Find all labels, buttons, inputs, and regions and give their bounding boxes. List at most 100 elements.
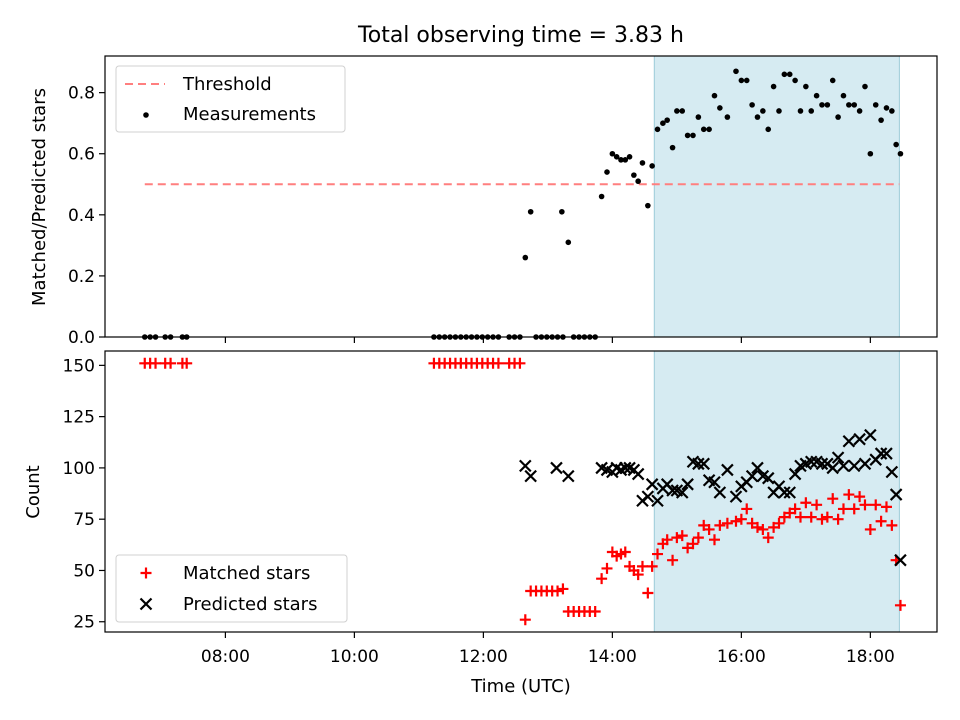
matched-stars-point [557,583,569,595]
bottom-axis-ticks: 25 50 75 100 125 150 08:00 10:00 12:00 14:00 16:00… [63,356,895,667]
measurement-point [835,114,841,120]
matched-stars-point [708,534,720,546]
matched-stars-legend-label: Matched stars [183,563,310,584]
measurement-point [559,208,565,215]
measurement-point [684,132,691,139]
top-y-tick-label: 0.4 [68,206,95,226]
matched-stars-point [800,497,812,509]
measurement-point [846,102,852,108]
matched-stars-point [692,532,704,544]
bottom-plot-frame [104,350,938,633]
measurements-legend-label: Measurements [183,104,316,125]
predicted-stars-point [751,461,764,475]
measurement-point [635,178,641,185]
predicted-stars-point [708,475,721,489]
measurement-point [776,108,782,114]
matched-stars-point [870,499,882,511]
bottom-y-tick-label: 150 [63,356,95,376]
predicted-stars-point [837,459,850,473]
measurement-point [649,163,655,169]
matched-stars-point [714,519,726,531]
matched-stars-point [794,511,806,523]
predicted-stars-point [778,486,791,499]
measurement-point [724,114,731,120]
measurement-point [893,141,899,148]
x-tick-label: 10:00 [330,647,379,667]
measurement-point [604,169,610,175]
matched-stars-point [646,560,658,572]
measurement-point [717,105,723,111]
predicted-stars-legend-marker [139,597,153,611]
matched-stars-point [181,357,193,369]
predicted-stars-point [880,447,893,460]
predicted-stars-point [864,428,877,442]
measurement-point [897,150,904,157]
measurement-point [856,108,863,114]
predicted-stars-point [761,471,775,485]
matched-stars-point [652,548,664,560]
matched-stars-point [832,513,844,525]
measurement-point [829,77,836,84]
measurement-point [862,83,868,90]
matched-stars-point [514,357,526,369]
measurement-point [660,120,666,126]
matched-stars-point [843,489,855,501]
chart-title: Total observing time = 3.83 h [357,23,684,48]
matched-stars-point [805,511,817,523]
measurement-point [690,132,696,139]
top-legend: Threshold Measurements [115,65,346,133]
measurement-point [664,117,670,123]
matched-stars-point [773,517,785,529]
matched-stars-point [811,499,823,511]
matched-stars-point [687,538,699,550]
measurement-point [813,92,820,99]
predicted-stars-legend-swatch [139,597,153,611]
predicted-stars-point [692,457,705,471]
measurement-point [711,92,718,99]
matched-stars-point [827,493,839,505]
matched-stars-point [721,517,733,529]
measurements-legend-swatch [143,112,149,118]
top-highlight-span [653,55,900,338]
predicted-stars-point [666,484,679,497]
bottom-highlight-span [653,350,900,633]
bottom-panel: 25 50 75 100 125 150 08:00 10:00 12:00 14:00 16:00… [23,350,938,697]
matched-stars-point [762,532,774,544]
measurement-point [598,193,605,200]
measurement-point [639,160,646,166]
matched-stars-point [886,519,898,531]
threshold-legend-label: Threshold [182,74,272,95]
predicted-stars-point [562,469,575,483]
predicted-stars-point [874,447,888,460]
measurement-point [819,102,825,108]
measurement-point [840,92,847,99]
measurement-point [679,108,686,114]
x-tick-label: 16:00 [717,647,766,667]
predicted-stars-point [826,461,840,475]
measurement-point [765,126,772,133]
top-panel: 0.00.20.40.60.8 Matched/Predicted stars … [29,55,938,348]
matched-stars-point [751,521,763,533]
top-legend-box [115,65,346,133]
measurement-point [797,108,804,114]
measurement-point [867,150,874,157]
measurement-point [609,150,616,157]
matched-stars-legend-marker [140,567,152,579]
predicted-stars-point [697,457,711,471]
measurement-point [527,208,534,215]
predicted-stars-point [804,455,818,469]
top-y-axis-label: Matched/Predicted stars [29,88,50,306]
matched-stars-point [703,523,715,535]
top-y-tick-label: 0.6 [68,145,95,165]
predicted-stars-point [519,459,532,473]
measurement-point [851,102,858,108]
matched-stars-point [596,573,608,585]
measurement-point [824,102,831,108]
x-tick-label: 08:00 [201,647,250,667]
matched-stars-point [741,503,753,515]
measurement-point [883,105,890,111]
measurement-point [654,126,661,133]
predicted-stars-point [831,451,845,464]
bottom-y-tick-label: 50 [73,561,95,581]
measurement-point [786,71,793,78]
